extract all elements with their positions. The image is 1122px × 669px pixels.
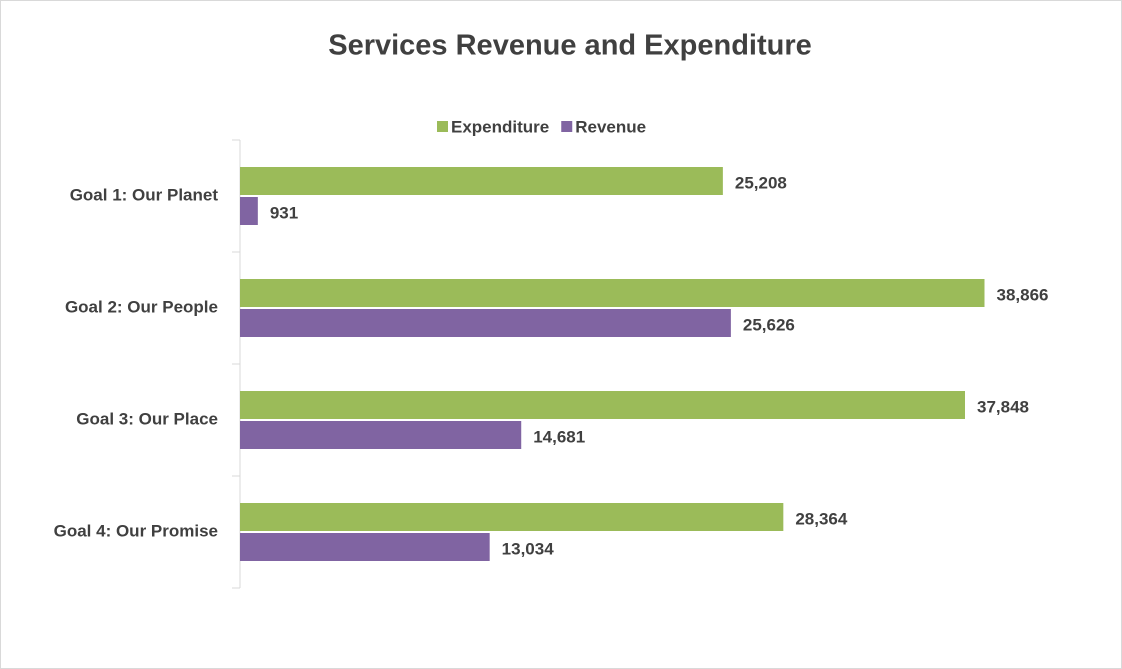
value-label: 931 xyxy=(270,203,298,222)
legend-swatch xyxy=(437,121,448,132)
bar xyxy=(240,533,490,561)
bar xyxy=(240,503,784,531)
bar xyxy=(240,421,522,449)
value-label: 13,034 xyxy=(502,539,555,558)
bar xyxy=(240,197,258,225)
bar xyxy=(240,279,985,307)
chart-title: Services Revenue and Expenditure xyxy=(328,30,812,62)
bar xyxy=(240,167,723,195)
legend-swatch xyxy=(561,121,573,132)
value-label: 38,866 xyxy=(996,285,1048,304)
value-label: 14,681 xyxy=(533,427,585,446)
category-label: Goal 3: Our Place xyxy=(76,409,218,428)
value-label: 25,208 xyxy=(735,173,787,192)
category-label: Goal 2: Our People xyxy=(65,297,218,316)
legend-label: Revenue xyxy=(575,117,646,136)
bar xyxy=(240,391,965,419)
value-label: 25,626 xyxy=(743,315,795,334)
category-label: Goal 1: Our Planet xyxy=(70,185,219,204)
bar xyxy=(240,309,731,337)
legend-label: Expenditure xyxy=(451,117,549,136)
value-label: 28,364 xyxy=(795,509,848,528)
category-label: Goal 4: Our Promise xyxy=(54,521,218,540)
value-label: 37,848 xyxy=(977,397,1029,416)
